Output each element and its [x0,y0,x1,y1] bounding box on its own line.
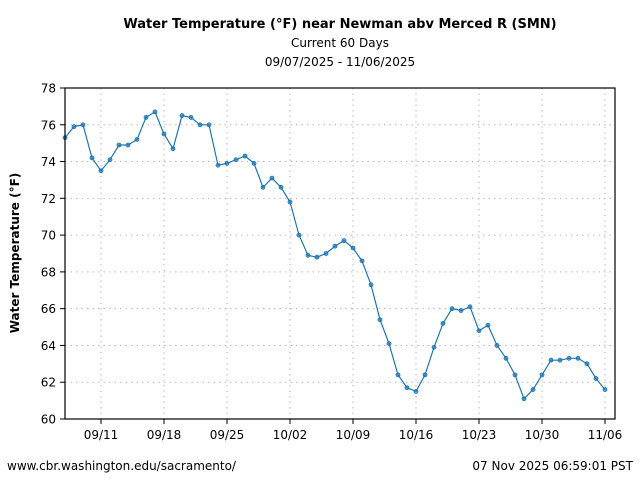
data-point [296,232,302,238]
data-point [233,157,239,163]
data-point [566,355,572,361]
x-tick-label: 11/06 [588,428,623,442]
chart-title: Water Temperature (°F) near Newman abv M… [123,17,556,32]
data-point [503,355,509,361]
x-tick-label: 10/23 [462,428,497,442]
data-point [116,142,122,148]
data-point [152,109,158,115]
data-point [125,142,131,148]
data-point [557,357,563,363]
data-point [80,122,86,128]
y-tick-label: 68 [41,265,56,279]
data-point [476,328,482,334]
data-point [161,131,167,137]
data-point [224,160,230,166]
data-point [179,113,185,118]
data-point [485,322,491,328]
y-tick-label: 66 [41,302,56,316]
data-point [278,184,284,190]
data-point [512,372,518,378]
y-tick-label: 76 [41,118,56,132]
y-tick-label: 60 [41,413,56,427]
x-tick-label: 10/30 [525,428,560,442]
data-point [386,341,392,347]
data-point [107,157,113,163]
data-point [548,357,554,363]
data-point [368,282,374,288]
data-point [404,385,410,391]
data-point [269,175,275,181]
y-axis: 60 62 64 66 68 70 72 74 76 78 [41,82,65,427]
data-point [332,243,338,249]
grid [65,87,615,420]
data-point [287,199,293,205]
data-point [377,317,383,323]
data-point [134,137,140,142]
data-point [584,361,590,367]
data-point [449,306,455,312]
data-point [341,238,347,244]
y-axis-label: Water Temperature (°F) [8,173,22,334]
data-point [458,308,464,313]
data-point [206,122,212,128]
data-point [350,245,356,251]
chart-date-range: 09/07/2025 - 11/06/2025 [265,55,415,69]
data-point [395,372,401,378]
x-tick-label: 09/25 [210,428,245,442]
y-tick-label: 72 [41,192,56,206]
y-tick-label: 78 [41,82,56,96]
data-point [422,372,428,378]
data-point [602,387,608,392]
data-point [521,396,527,402]
data-point [71,124,77,130]
x-tick-label: 10/09 [336,428,371,442]
x-axis: 09/11 09/18 09/25 10/02 10/09 10/16 10/23 10/30… [84,419,623,442]
data-point [530,387,536,392]
data-point [242,153,248,159]
plot-frame [64,87,616,420]
data-point [260,184,266,190]
chart-subtitle: Current 60 Days [291,36,389,50]
data-point [431,344,437,350]
data-point [359,258,365,264]
y-tick-label: 64 [41,339,56,353]
data-point [215,162,221,168]
data-point [170,146,176,152]
series-points [62,109,608,402]
y-tick-label: 70 [41,229,56,243]
x-tick-label: 10/16 [399,428,434,442]
data-point [575,355,581,361]
data-point [305,252,311,258]
x-tick-label: 10/02 [273,428,308,442]
y-tick-label: 74 [41,155,56,169]
data-point [494,343,500,348]
timestamp: 07 Nov 2025 06:59:01 PST [472,459,633,473]
x-tick-label: 09/18 [147,428,182,442]
data-point [440,320,446,326]
data-point [188,115,194,120]
data-point [89,155,95,161]
data-point [143,115,149,120]
data-point [539,372,545,378]
y-tick-label: 62 [41,376,56,390]
source-link[interactable]: www.cbr.washington.edu/sacramento/ [7,459,237,473]
data-point [593,376,599,381]
data-point [467,304,473,310]
data-point [314,254,320,260]
data-point [413,389,419,394]
data-point [98,168,104,174]
data-point [197,122,203,128]
x-tick-label: 09/11 [84,428,119,442]
data-point [251,160,257,166]
series-line [64,111,606,400]
data-point [323,251,329,256]
